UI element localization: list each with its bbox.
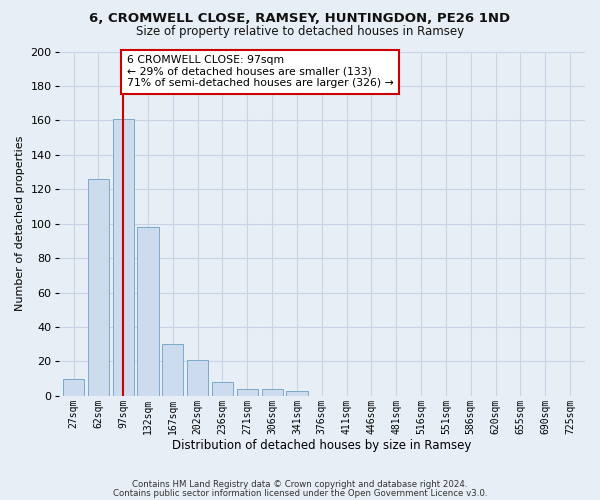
Bar <box>162 344 184 396</box>
Bar <box>237 389 258 396</box>
Text: Contains HM Land Registry data © Crown copyright and database right 2024.: Contains HM Land Registry data © Crown c… <box>132 480 468 489</box>
Y-axis label: Number of detached properties: Number of detached properties <box>15 136 25 312</box>
Text: Size of property relative to detached houses in Ramsey: Size of property relative to detached ho… <box>136 25 464 38</box>
Bar <box>63 378 84 396</box>
Bar <box>262 389 283 396</box>
Text: 6 CROMWELL CLOSE: 97sqm
← 29% of detached houses are smaller (133)
71% of semi-d: 6 CROMWELL CLOSE: 97sqm ← 29% of detache… <box>127 55 394 88</box>
Text: 6, CROMWELL CLOSE, RAMSEY, HUNTINGDON, PE26 1ND: 6, CROMWELL CLOSE, RAMSEY, HUNTINGDON, P… <box>89 12 511 26</box>
Text: Contains public sector information licensed under the Open Government Licence v3: Contains public sector information licen… <box>113 488 487 498</box>
Bar <box>286 391 308 396</box>
Bar <box>88 179 109 396</box>
Bar <box>187 360 208 396</box>
Bar <box>113 118 134 396</box>
Bar <box>212 382 233 396</box>
Bar <box>137 227 158 396</box>
X-axis label: Distribution of detached houses by size in Ramsey: Distribution of detached houses by size … <box>172 440 472 452</box>
